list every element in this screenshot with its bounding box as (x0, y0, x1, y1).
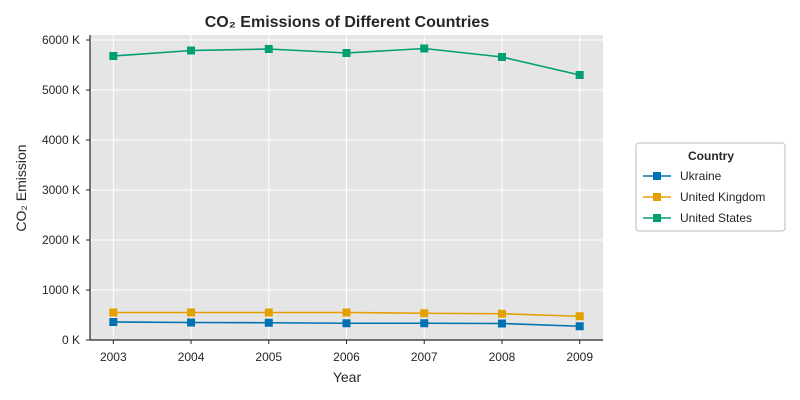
x-tick-label-0: 2003 (100, 350, 127, 364)
data-point-united-kingdom-2005 (264, 308, 273, 317)
data-point-united-states-2004 (187, 46, 196, 55)
legend-label-united-kingdom: United Kingdom (680, 190, 765, 204)
y-tick-label-4: 4000 K (42, 133, 80, 147)
legend-items: Ukraine United Kingdom United States (643, 169, 765, 225)
x-tick-label-3: 2006 (333, 350, 360, 364)
data-point-united-kingdom-2008 (497, 309, 506, 318)
legend-box (635, 142, 786, 232)
data-point-united-states-2003 (109, 52, 118, 60)
data-point-ukraine-2008 (497, 319, 506, 328)
y-tick-label-1: 1000 K (42, 283, 80, 297)
x-tick-label-1: 2004 (178, 350, 205, 364)
data-point-united-states-2008 (497, 53, 506, 61)
data-point-united-kingdom-2006 (342, 308, 351, 317)
series-lines (109, 44, 584, 331)
y-axis-label: CO₂ Emission (13, 144, 29, 231)
y-tick-label-3: 3000 K (42, 183, 80, 197)
data-point-ukraine-2007 (420, 319, 429, 328)
data-point-united-states-2007 (420, 44, 429, 53)
chart-title: CO₂ Emissions of Different Countries (205, 14, 490, 31)
data-point-united-states-2005 (264, 45, 273, 53)
data-point-united-kingdom-2003 (109, 308, 118, 317)
y-tick-label-6: 6000 K (42, 33, 80, 47)
data-point-ukraine-2003 (109, 318, 118, 326)
data-point-ukraine-2005 (264, 318, 273, 327)
y-tick-label-0: 0 K (62, 333, 80, 347)
data-point-united-kingdom-2004 (187, 308, 196, 317)
y-tick-labels: 0 K 1000 K 2000 K 3000 K 4000 K 5000 K 6000 K (42, 33, 80, 347)
x-axis-label: Year (333, 369, 362, 385)
axes (86, 35, 603, 344)
legend-marker-ukraine (653, 172, 661, 180)
legend-title: Country (688, 149, 734, 163)
data-point-united-states-2006 (342, 49, 351, 57)
legend-label-ukraine: Ukraine (680, 169, 722, 183)
legend: Country Ukraine United Kingdom United Stat… (635, 142, 786, 232)
data-point-united-states-2009 (575, 71, 584, 79)
x-tick-label-2: 2005 (255, 350, 282, 364)
data-point-united-kingdom-2009 (575, 312, 584, 321)
data-point-united-kingdom-2007 (420, 309, 429, 318)
legend-marker-united-kingdom (653, 193, 661, 201)
grid-lines (90, 35, 603, 341)
x-tick-label-6: 2009 (566, 350, 593, 364)
legend-label-united-states: United States (680, 211, 752, 225)
x-tick-label-5: 2008 (489, 350, 516, 364)
data-point-ukraine-2004 (187, 318, 196, 327)
data-point-ukraine-2009 (575, 322, 584, 331)
data-point-ukraine-2006 (342, 319, 351, 328)
y-tick-label-5: 5000 K (42, 83, 80, 97)
x-tick-labels: 2003 2004 2005 2006 2007 2008 2009 (100, 350, 593, 364)
x-tick-label-4: 2007 (411, 350, 438, 364)
y-tick-label-2: 2000 K (42, 233, 80, 247)
legend-marker-united-states (653, 214, 661, 222)
